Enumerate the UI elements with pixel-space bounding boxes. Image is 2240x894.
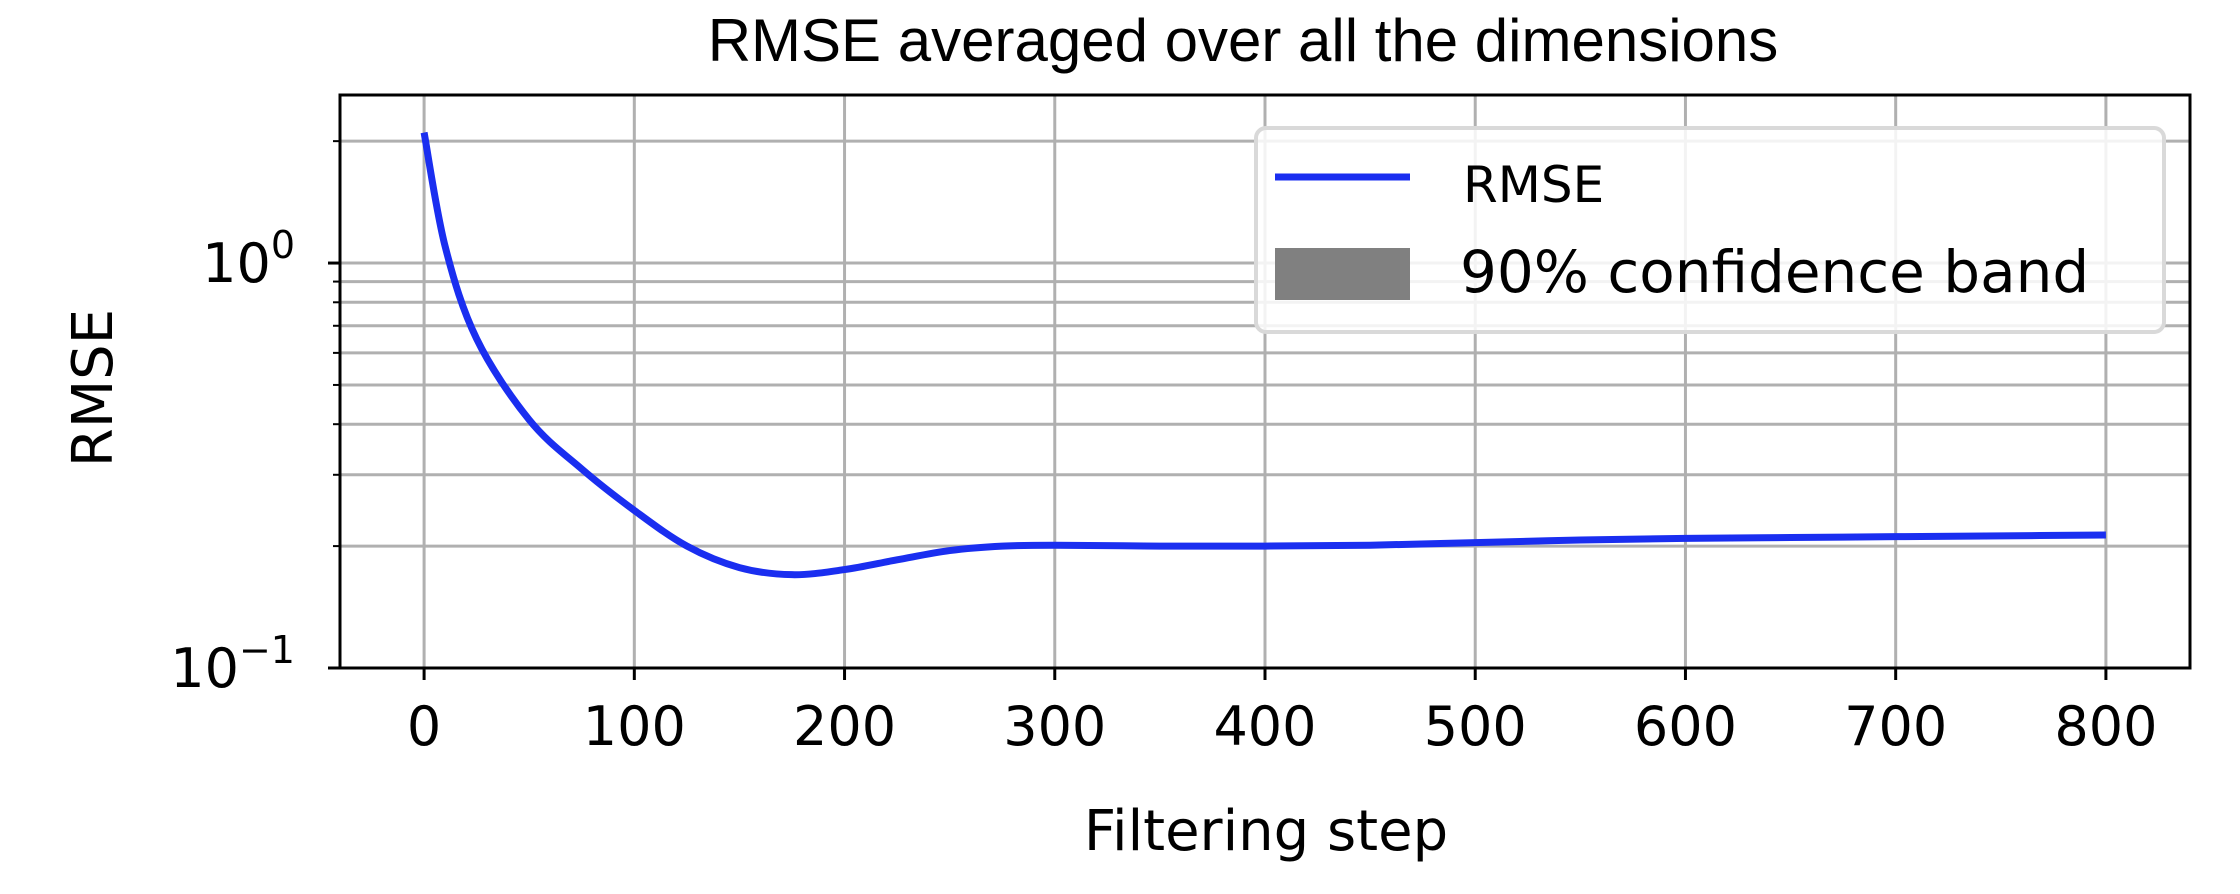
chart-title: RMSE averaged over all the dimensions [708,7,1779,74]
x-tick-label: 200 [793,695,896,758]
y-tick-label-exponent: 0 [271,223,295,267]
x-tick-label: 700 [1844,695,1947,758]
y-axis-label: RMSE [61,309,126,467]
series-layer [420,131,2106,579]
legend: RMSE 90% confidence band [1254,126,2166,334]
y-tick-label-base: 10 [202,232,271,295]
x-tick-label: 500 [1424,695,1527,758]
legend-frame [1254,126,2166,334]
x-axis-label: Filtering step [1084,799,1448,864]
legend-label-rmse: RMSE [1463,156,1604,214]
legend-swatch-confidence-band [1275,248,1410,300]
y-tick-label: 10−1 [170,628,295,700]
series-line-rmse [420,131,2106,579]
x-tick-label: 300 [1003,695,1106,758]
x-tick-label: 600 [1634,695,1737,758]
x-tick-label: 400 [1213,695,1316,758]
x-tick-label: 800 [2054,695,2157,758]
x-tick-label: 100 [583,695,686,758]
x-tick-label: 0 [407,695,441,758]
y-tick-label-base: 10 [170,637,239,700]
ticks [328,140,2108,680]
y-tick-label-exponent: −1 [239,628,295,672]
legend-label-confidence-band: 90% confidence band [1460,238,2089,306]
y-tick-label: 100 [202,223,295,295]
x-tick-labels: 0 100 200 300 400 500 600 700 800 [407,695,2158,758]
